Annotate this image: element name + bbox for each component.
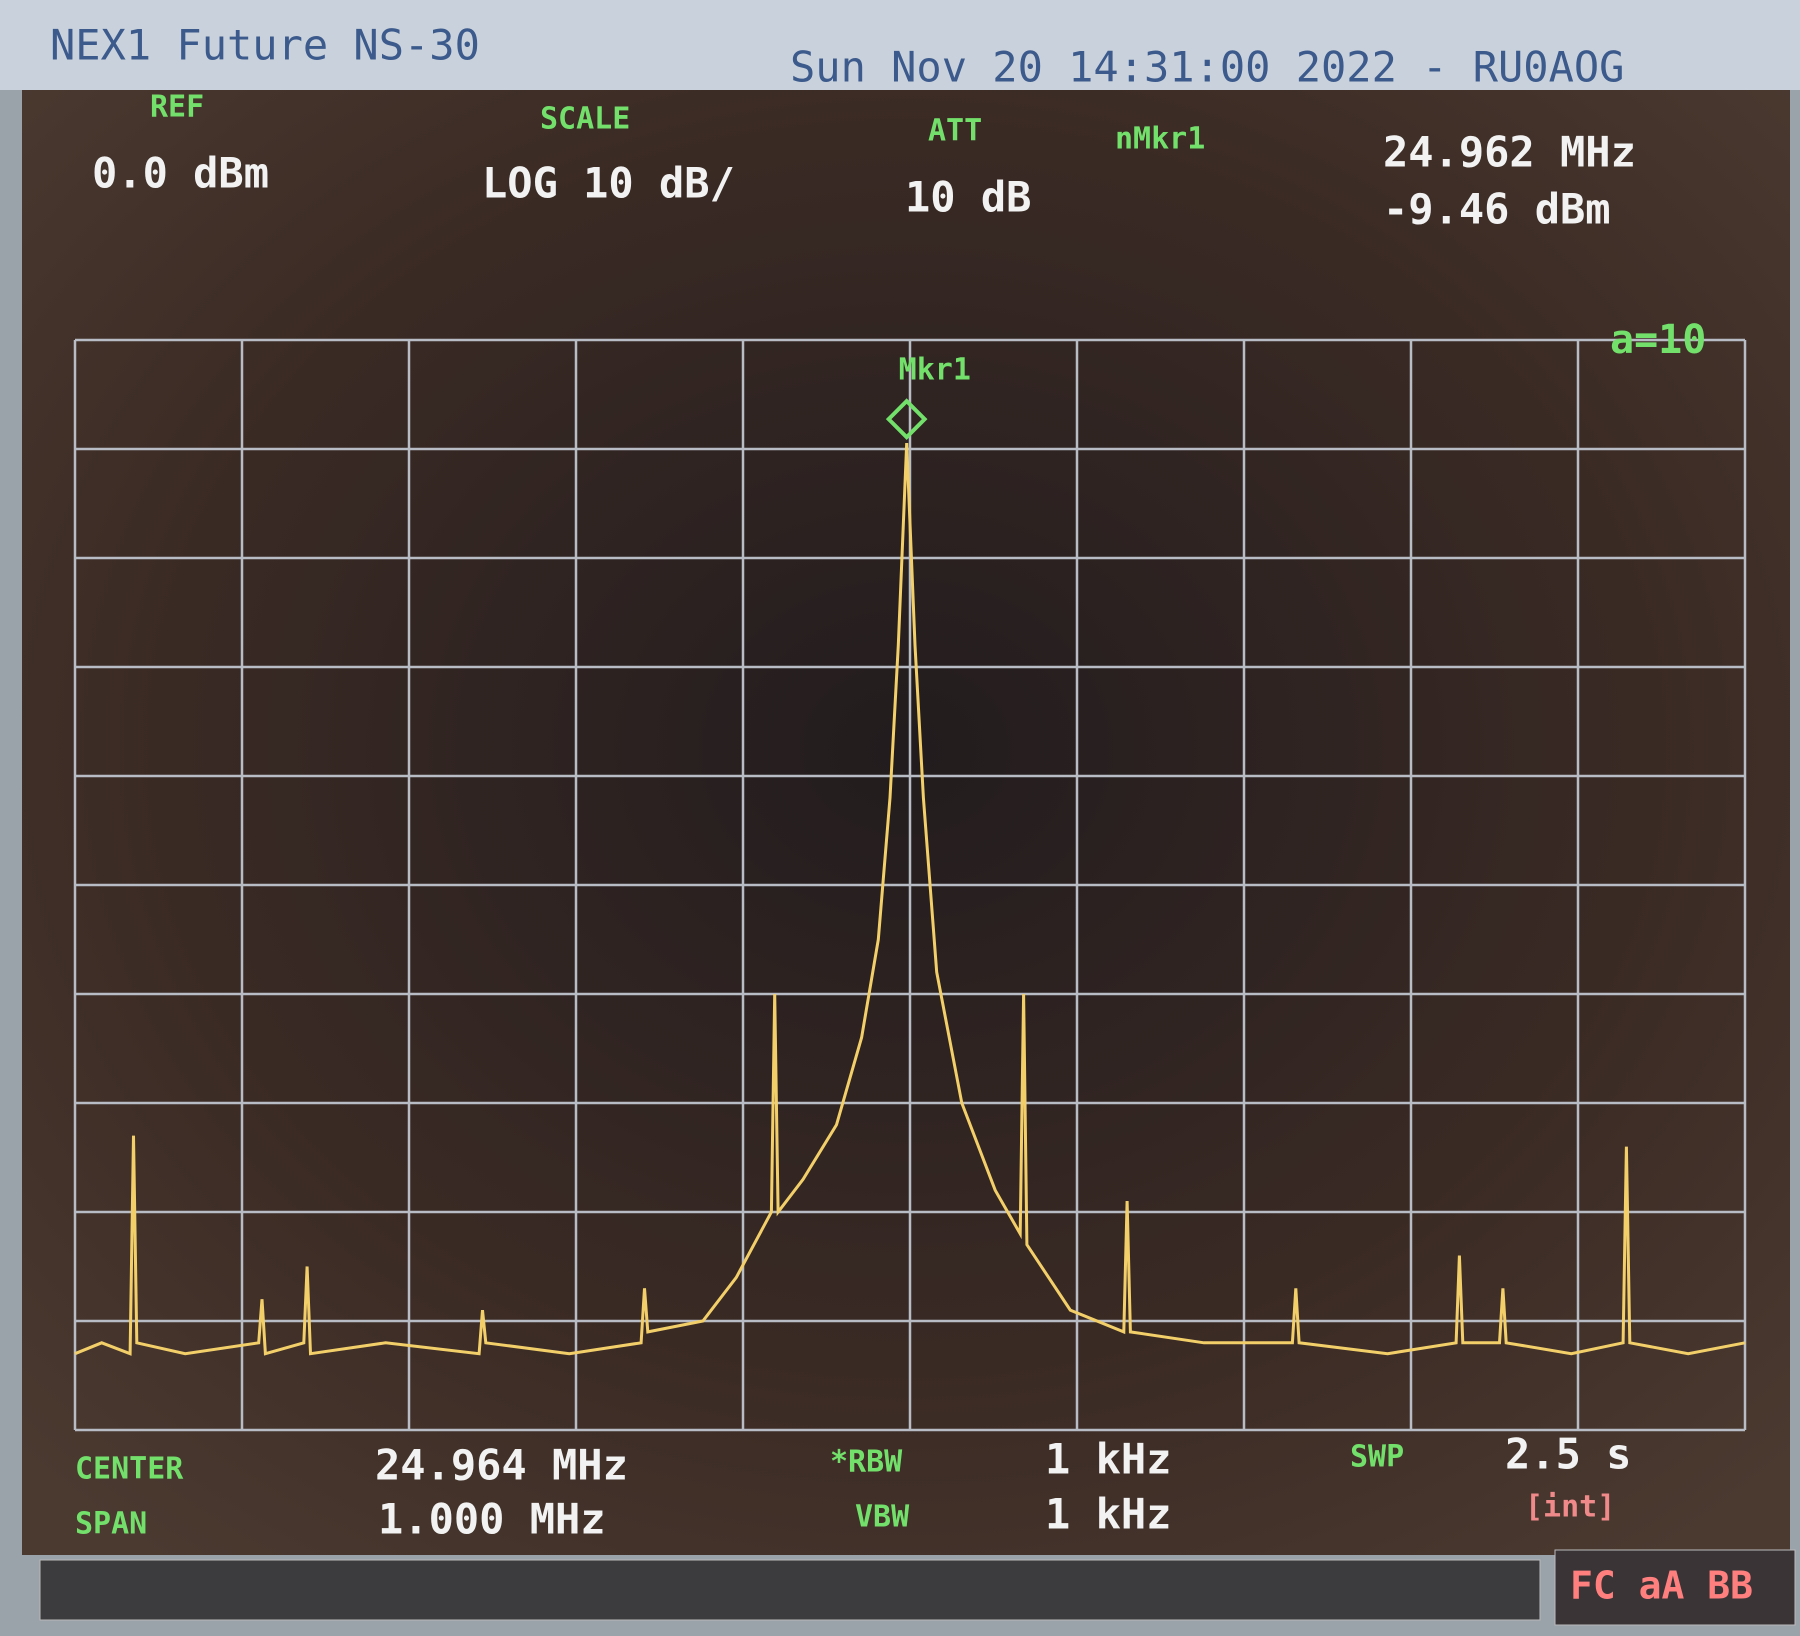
marker-label: nMkr1 (1115, 122, 1205, 157)
marker-annotation: Mkr1 (899, 353, 971, 388)
span-value: 1.000 MHz (378, 1495, 606, 1544)
status-flags: FC aA BB (1570, 1564, 1753, 1608)
scale-value: LOG 10 dB/ (482, 159, 735, 208)
rbw-label: *RBW (830, 1445, 903, 1480)
marker-level: -9.46 dBm (1383, 185, 1611, 234)
att-label: ATT (928, 114, 982, 149)
average-annotation: a=10 (1610, 317, 1706, 363)
att-value: 10 dB (905, 173, 1031, 222)
ref-label: REF (150, 90, 204, 125)
swp-mode: [int] (1525, 1490, 1615, 1525)
ref-value: 0.0 dBm (92, 149, 269, 198)
display (22, 90, 1790, 1555)
status-box (1554, 1549, 1796, 1626)
marker (885, 398, 928, 440)
trace (74, 443, 1746, 1356)
instrument-name: NEX1 Future NS-30 (50, 21, 480, 70)
center-label: CENTER (75, 1452, 184, 1487)
swp-value: 2.5 s (1505, 1430, 1631, 1479)
title-bar (0, 0, 1800, 90)
vbw-label: VBW (855, 1500, 910, 1535)
span-label: SPAN (75, 1507, 147, 1542)
rbw-value: 1 kHz (1045, 1435, 1171, 1484)
datetime: Sun Nov 20 14:31:00 2022 - RU0AOG (790, 43, 1624, 92)
swp-label: SWP (1350, 1440, 1404, 1475)
scale-label: SCALE (540, 102, 630, 137)
vbw-value: 1 kHz (1045, 1490, 1171, 1539)
center-value: 24.964 MHz (375, 1441, 628, 1490)
marker-freq: 24.962 MHz (1383, 128, 1636, 177)
status-bar (39, 1559, 1541, 1621)
